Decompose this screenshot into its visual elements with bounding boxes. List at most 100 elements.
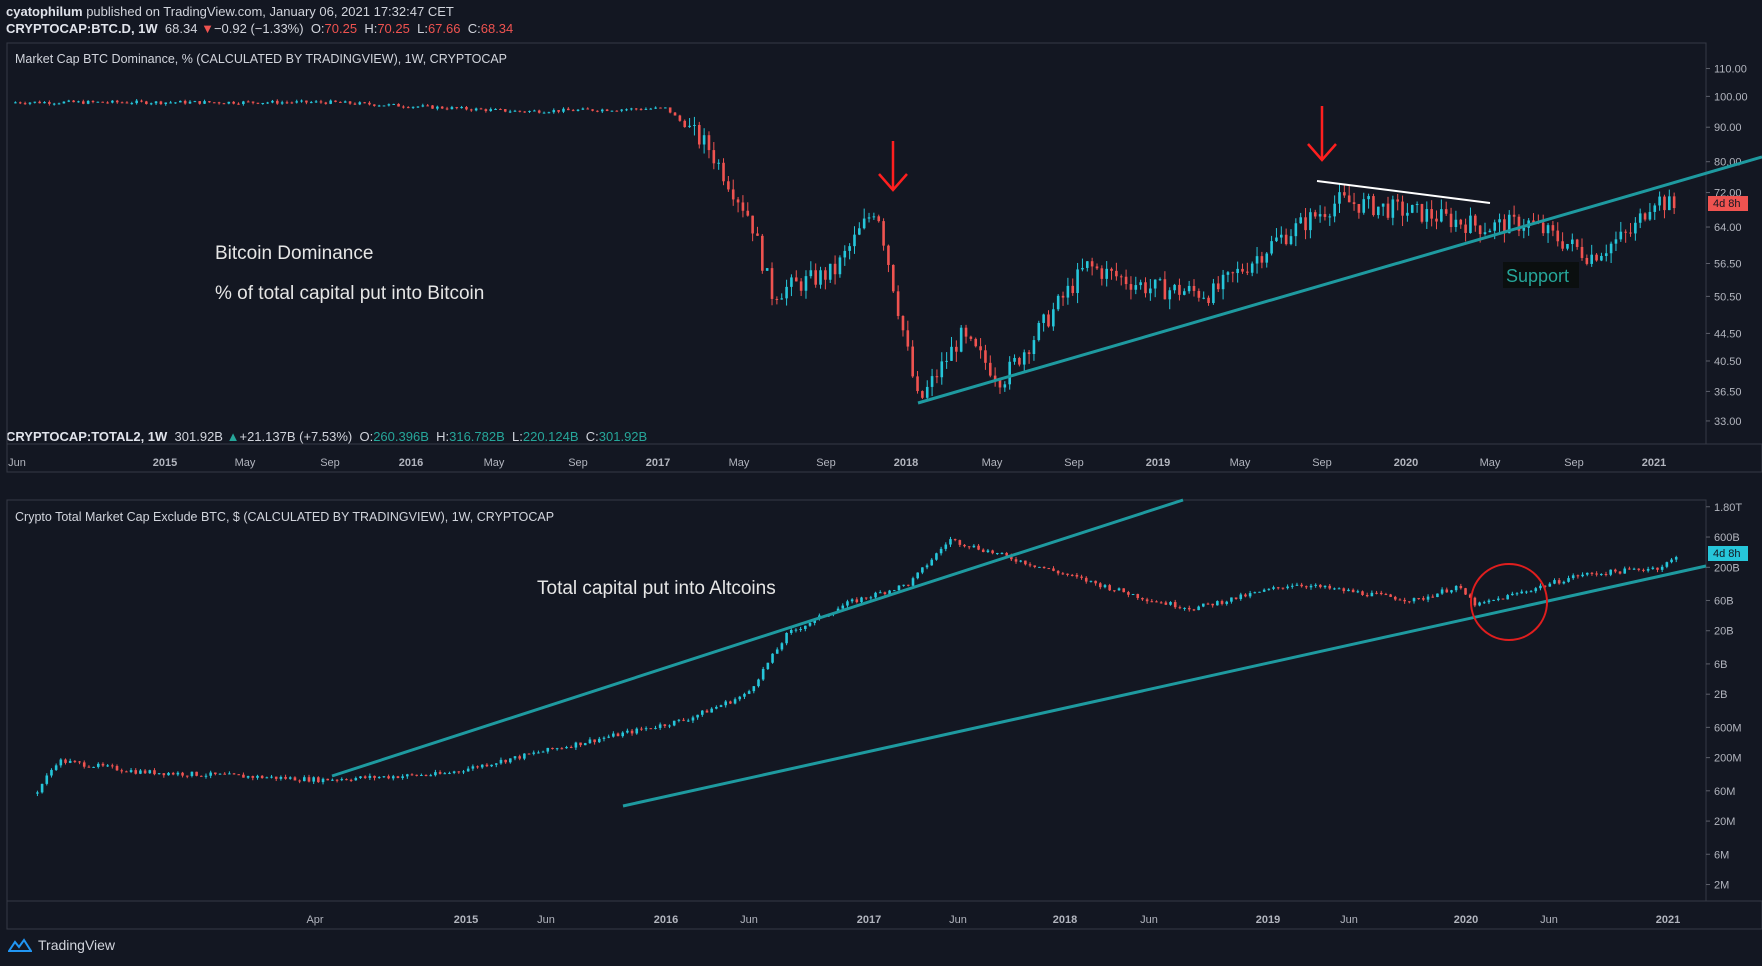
candle [1066,573,1069,577]
candle [1323,585,1327,589]
btcd-support-trendline[interactable] [917,155,1762,405]
candle [1071,278,1075,296]
candle [1604,244,1608,262]
candle [1260,251,1264,269]
candle [757,678,760,688]
candle [484,108,488,113]
candle [668,724,671,729]
candle [1370,590,1374,597]
candle [1403,597,1406,604]
down-arrow-icon[interactable] [1307,106,1337,162]
candle [654,725,657,730]
candle [1347,185,1351,203]
candle [246,775,250,779]
candle [420,773,423,777]
candle [431,105,434,109]
candle [977,544,980,551]
candle [1520,589,1524,594]
candle [644,726,648,732]
candle [858,222,861,236]
candle [1117,587,1121,591]
candle [1440,587,1444,595]
candle [343,100,347,103]
candle [284,774,287,780]
tradingview-footer[interactable]: TradingView [8,937,115,953]
candle [1464,587,1467,595]
legend-btcd: CRYPTOCAP:BTC.D, 1W 68.34 ▼−0.92 (−1.33%… [6,21,513,36]
candle [1357,203,1361,219]
candle [1085,260,1089,272]
panel1-time-axis[interactable] [6,443,1762,473]
candle [1207,295,1210,306]
down-arrow-icon[interactable] [878,141,908,192]
candle [195,771,198,777]
candle [588,737,592,744]
candle [1580,238,1584,261]
price-tick-label: 100.00 [1714,91,1748,103]
price-tick-label: 40.50 [1714,356,1742,368]
published-text: published on TradingView.com, January 06… [86,4,454,19]
price-tick-label: 20B [1714,626,1734,638]
btcd-resistance-line[interactable] [1316,180,1491,204]
candle [78,761,81,765]
candle [850,598,854,604]
candle [1393,595,1397,601]
candle [682,717,685,722]
candle [1618,571,1622,575]
candle [610,110,614,112]
retest-circle[interactable] [1470,563,1548,641]
candle [677,718,681,723]
candle [1221,269,1225,300]
candle [438,770,442,775]
panel2-time-axis[interactable] [6,900,1762,930]
change-value: +21.137B (+7.53%) [239,429,353,444]
candle [1656,567,1659,573]
candle [1309,208,1312,239]
candle [630,728,634,736]
candle [1122,588,1126,593]
candle [181,771,184,778]
change-value: −0.92 (−1.33%) [213,21,304,36]
author-name[interactable]: cyatophilum [6,4,83,19]
candle [120,768,123,774]
annotation-altcoins[interactable]: Total capital put into Altcoins [537,578,776,599]
symbol-label: CRYPTOCAP:TOTAL2, 1W [6,429,168,444]
candle [1343,184,1346,198]
candle [1674,555,1678,563]
candle [780,293,784,300]
candle [171,771,175,776]
candle [1216,276,1220,293]
candle [503,109,507,113]
candle [1255,247,1259,274]
candle [1289,229,1293,246]
candle [28,102,32,106]
candle [237,102,240,105]
candle [1056,294,1060,312]
annotation-bitcoin-dominance[interactable]: Bitcoin Dominance [215,243,373,264]
candle [145,100,148,105]
candle [72,100,75,103]
support-label[interactable]: Support [1506,266,1569,286]
candle [789,627,793,635]
candle [621,731,625,738]
candle [199,775,203,777]
candle [164,102,168,106]
candle [411,106,415,109]
candle [1445,587,1449,593]
candle [843,245,847,266]
price-tick-label: 36.50 [1714,386,1742,398]
annotation-percent-capital[interactable]: % of total capital put into Bitcoin [215,283,484,304]
candle [678,114,682,122]
alt-support-trendline[interactable] [622,564,1707,808]
candle [630,107,633,111]
candle [702,128,706,154]
candle [52,102,56,106]
candle [1202,603,1205,608]
candle [179,100,182,103]
alt-upper-channel-line[interactable] [331,498,1184,778]
time-tick-label: May [1230,457,1251,469]
candle [775,296,779,305]
candle [1286,584,1289,590]
candle [925,380,929,400]
